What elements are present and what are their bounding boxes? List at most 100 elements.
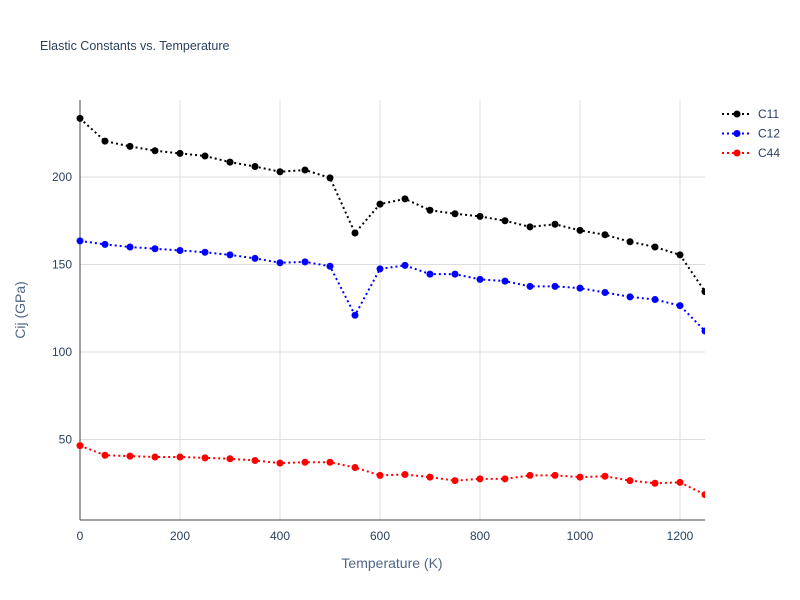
- x-tick-label: 1200: [667, 529, 694, 543]
- data-point-c12[interactable]: [376, 265, 384, 273]
- data-point-c12[interactable]: [76, 237, 84, 245]
- data-point-c11[interactable]: [276, 168, 284, 176]
- data-point-c11[interactable]: [201, 152, 209, 160]
- legend-marker-c44: [733, 149, 741, 157]
- data-point-c11[interactable]: [351, 229, 359, 237]
- data-point-c44[interactable]: [226, 455, 234, 463]
- data-point-c12[interactable]: [651, 296, 659, 303]
- data-point-c12[interactable]: [301, 258, 309, 266]
- data-point-c12[interactable]: [476, 275, 484, 283]
- y-axis-label: Cij (GPa): [12, 281, 28, 339]
- data-point-c44[interactable]: [376, 471, 384, 479]
- data-point-c11[interactable]: [501, 217, 509, 225]
- data-point-c44[interactable]: [101, 451, 109, 459]
- data-point-c11[interactable]: [476, 212, 484, 220]
- data-point-c12[interactable]: [426, 270, 434, 278]
- data-point-c44[interactable]: [576, 473, 584, 481]
- data-point-c12[interactable]: [226, 251, 234, 259]
- data-point-c11[interactable]: [126, 142, 134, 150]
- data-point-c12[interactable]: [501, 277, 509, 285]
- tick-labels: 0 200 400 600 800 1000 1200 50 100 150 200: [52, 170, 694, 543]
- data-point-c44[interactable]: [426, 473, 434, 481]
- data-point-c12[interactable]: [576, 284, 584, 292]
- data-point-c11[interactable]: [601, 231, 609, 239]
- data-point-c12[interactable]: [276, 259, 284, 267]
- data-point-c12[interactable]: [526, 282, 534, 290]
- data-point-c11[interactable]: [651, 243, 659, 251]
- legend-marker-c11: [733, 110, 741, 118]
- data-point-c11[interactable]: [251, 163, 259, 170]
- data-point-c44[interactable]: [551, 471, 559, 479]
- data-point-c11[interactable]: [76, 114, 84, 122]
- data-point-c12[interactable]: [451, 270, 459, 278]
- data-point-c12[interactable]: [101, 240, 109, 248]
- data-point-c11[interactable]: [401, 195, 409, 203]
- data-point-c11[interactable]: [101, 137, 109, 145]
- legend-item-c12[interactable]: C12: [722, 127, 780, 141]
- data-point-c12[interactable]: [176, 247, 184, 254]
- data-point-c12[interactable]: [201, 248, 209, 256]
- data-point-c12[interactable]: [551, 282, 559, 290]
- data-point-c44[interactable]: [76, 442, 84, 450]
- data-point-c44[interactable]: [451, 477, 459, 485]
- data-point-c44[interactable]: [626, 477, 634, 485]
- data-point-c11[interactable]: [326, 174, 334, 182]
- data-point-c11[interactable]: [551, 220, 559, 228]
- legend-label-c44: C44: [758, 146, 780, 160]
- data-point-c44[interactable]: [151, 453, 159, 461]
- data-point-c12[interactable]: [326, 262, 334, 270]
- data-point-c44[interactable]: [601, 472, 609, 480]
- data-point-c44[interactable]: [401, 471, 409, 478]
- data-point-c44[interactable]: [176, 453, 184, 461]
- data-point-c11[interactable]: [451, 210, 459, 218]
- x-tick-label: 600: [370, 529, 390, 543]
- data-point-c11[interactable]: [151, 147, 159, 155]
- data-point-c11[interactable]: [426, 206, 434, 214]
- series-line-c44: [79, 444, 705, 496]
- data-point-c12[interactable]: [126, 243, 134, 251]
- legend[interactable]: C11 C12 C44: [722, 107, 780, 160]
- plot-area: [76, 114, 709, 499]
- data-point-c12[interactable]: [601, 289, 609, 296]
- data-point-c11[interactable]: [301, 166, 309, 174]
- data-point-c11[interactable]: [626, 238, 634, 246]
- data-point-c11[interactable]: [676, 251, 684, 259]
- legend-item-c11[interactable]: C11: [722, 107, 779, 121]
- series-group: [76, 114, 709, 499]
- data-point-c44[interactable]: [701, 491, 709, 499]
- y-tick-label: 50: [59, 433, 73, 447]
- data-point-c11[interactable]: [576, 226, 584, 234]
- data-point-c44[interactable]: [251, 457, 259, 464]
- y-tick-label: 150: [52, 258, 72, 272]
- data-point-c11[interactable]: [701, 288, 709, 296]
- data-point-c44[interactable]: [476, 475, 484, 483]
- data-point-c12[interactable]: [701, 327, 709, 335]
- data-point-c44[interactable]: [126, 452, 134, 460]
- data-point-c11[interactable]: [376, 200, 384, 208]
- legend-marker-c12: [733, 130, 741, 137]
- legend-label-c11: C11: [758, 107, 779, 121]
- data-point-c44[interactable]: [501, 475, 509, 483]
- data-point-c44[interactable]: [276, 459, 284, 467]
- data-point-c12[interactable]: [151, 245, 159, 253]
- data-point-c12[interactable]: [401, 261, 409, 269]
- data-point-c12[interactable]: [676, 302, 684, 310]
- data-point-c44[interactable]: [201, 454, 209, 462]
- data-point-c11[interactable]: [176, 149, 184, 157]
- data-point-c11[interactable]: [526, 223, 534, 231]
- data-point-c11[interactable]: [226, 158, 234, 166]
- data-point-c44[interactable]: [301, 458, 309, 466]
- x-tick-label: 0: [77, 529, 84, 543]
- data-point-c44[interactable]: [651, 479, 659, 487]
- data-point-c44[interactable]: [526, 471, 534, 479]
- y-tick-label: 100: [52, 345, 72, 359]
- data-point-c12[interactable]: [626, 293, 634, 301]
- data-point-c44[interactable]: [351, 464, 359, 471]
- data-point-c44[interactable]: [676, 478, 684, 486]
- y-tick-label: 200: [52, 170, 72, 184]
- data-point-c12[interactable]: [351, 311, 359, 319]
- data-point-c44[interactable]: [326, 458, 334, 466]
- legend-item-c44[interactable]: C44: [722, 146, 780, 160]
- data-point-c12[interactable]: [251, 254, 259, 262]
- x-tick-label: 800: [470, 529, 490, 543]
